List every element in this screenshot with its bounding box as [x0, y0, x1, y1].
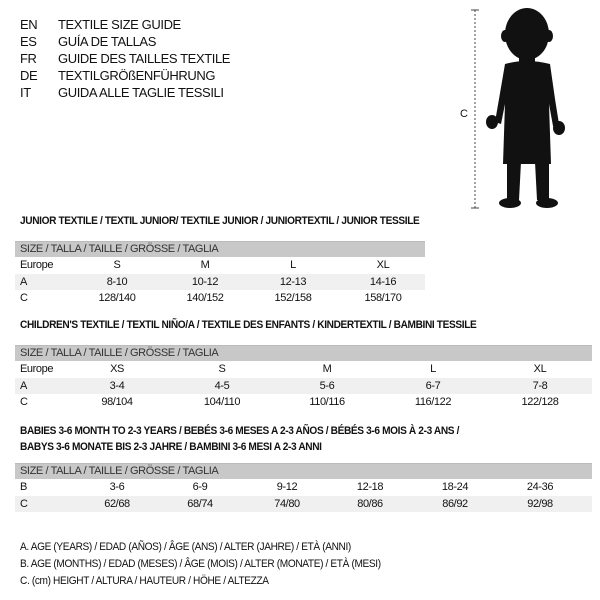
row-label: A	[20, 275, 27, 288]
child-silhouette-icon	[471, 8, 565, 209]
row-label: Europe	[20, 259, 54, 271]
table-cell: 24-36	[526, 481, 554, 493]
table-cell: 80/86	[357, 497, 383, 510]
child-figure: C	[455, 4, 600, 212]
table-cell: 152/158	[274, 292, 312, 304]
row-label: B	[20, 481, 27, 493]
table-cell: 5-6	[319, 379, 335, 392]
lang-row: IT GUIDA ALLE TAGLIE TESSILI	[20, 84, 230, 101]
table-cell: 6-9	[192, 481, 208, 493]
table-cell: 3-4	[109, 379, 125, 392]
table-header: SIZE / TALLA / TAILLE / GRÖSSE / TAGLIA	[15, 345, 592, 361]
lang-code: EN	[20, 17, 38, 32]
row-label: C	[20, 396, 28, 408]
table-cell: 6-7	[425, 379, 441, 392]
babies-size-table: SIZE / TALLA / TAILLE / GRÖSSE / TAGLIA …	[15, 463, 592, 512]
row-label: C	[20, 292, 28, 304]
table-cell: 110/116	[309, 396, 345, 408]
table-cell: L	[290, 259, 296, 271]
lang-title: GUIDA ALLE TAGLIE TESSILI	[58, 85, 224, 100]
table-row: Europe XS S M L XL	[15, 361, 592, 378]
table-row: C 98/104 104/110 110/116 116/122 122/128	[15, 394, 592, 411]
table-cell: 98/104	[101, 396, 133, 408]
lang-code: DE	[20, 68, 38, 83]
lang-code: IT	[20, 85, 31, 100]
children-table-title: CHILDREN'S TEXTILE / TEXTIL NIÑO/A / TEX…	[20, 319, 477, 331]
lang-code: ES	[20, 34, 37, 49]
table-cell: 104/110	[203, 396, 241, 408]
table-cell: 8-10	[106, 275, 128, 288]
table-cell: 10-12	[191, 275, 219, 288]
table-cell: 92/98	[527, 497, 553, 510]
legend-item-c: C. (cm) HEIGHT / ALTURA / HAUTEUR / HÖHE…	[20, 575, 269, 587]
lang-code: FR	[20, 51, 37, 66]
table-cell: S	[218, 363, 226, 375]
language-titles: EN TEXTILE SIZE GUIDE ES GUÍA DE TALLAS FR…	[20, 16, 230, 101]
babies-table-title-line2: BABYS 3-6 MONATE BIS 2-3 JAHRE / BAMBINI…	[20, 441, 322, 453]
table-header: SIZE / TALLA / TAILLE / GRÖSSE / TAGLIA	[15, 463, 592, 479]
row-label: A	[20, 379, 27, 392]
children-size-table: SIZE / TALLA / TAILLE / GRÖSSE / TAGLIA …	[15, 345, 592, 411]
table-cell: XL	[376, 259, 390, 271]
table-cell: 116/122	[414, 396, 452, 408]
table-cell: 86/92	[442, 497, 468, 510]
table-cell: 9-12	[276, 481, 298, 493]
table-row: Europe S M L XL	[15, 257, 425, 274]
row-label: Europe	[20, 363, 54, 375]
junior-table-title: JUNIOR TEXTILE / TEXTIL JUNIOR/ TEXTILE …	[20, 215, 420, 227]
table-cell: 18-24	[441, 481, 469, 493]
legend-item-b: B. AGE (MONTHS) / EDAD (MESES) / ÂGE (MO…	[20, 558, 381, 570]
table-cell: 4-5	[214, 379, 230, 392]
lang-title: GUIDE DES TAILLES TEXTILE	[58, 51, 231, 66]
table-row: C 128/140 140/152 152/158 158/170	[15, 290, 425, 307]
table-cell: 140/152	[186, 292, 224, 304]
lang-title: GUÍA DE TALLAS	[58, 34, 156, 49]
lang-row: DE TEXTILGRÖßENFÜHRUNG	[20, 67, 230, 84]
lang-row: FR GUIDE DES TAILLES TEXTILE	[20, 50, 230, 67]
table-cell: 3-6	[109, 481, 125, 493]
table-row: B 3-6 6-9 9-12 12-18 18-24 24-36	[15, 479, 592, 496]
table-cell: 122/128	[521, 396, 559, 408]
table-cell: 62/68	[104, 497, 130, 510]
table-cell: 128/140	[98, 292, 136, 304]
table-cell: S	[113, 259, 121, 271]
row-label: C	[20, 497, 28, 510]
babies-table-title: BABIES 3-6 MONTH TO 2-3 YEARS / BEBÉS 3-…	[20, 425, 460, 437]
table-cell: 12-18	[356, 481, 384, 493]
lang-row: ES GUÍA DE TALLAS	[20, 33, 230, 50]
table-cell: M	[322, 363, 332, 375]
lang-title: TEXTILE SIZE GUIDE	[58, 17, 181, 32]
table-cell: 158/170	[364, 292, 402, 304]
table-header: SIZE / TALLA / TAILLE / GRÖSSE / TAGLIA	[15, 241, 425, 257]
table-cell: XS	[110, 363, 124, 375]
legend: A. AGE (YEARS) / EDAD (AÑOS) / ÂGE (ANS)…	[20, 539, 381, 590]
table-cell: 14-16	[369, 275, 397, 288]
junior-size-table: SIZE / TALLA / TAILLE / GRÖSSE / TAGLIA …	[15, 241, 425, 307]
table-row: C 62/68 68/74 74/80 80/86 86/92 92/98	[15, 495, 592, 512]
height-measure-label: C	[460, 108, 468, 120]
table-cell: 12-13	[279, 275, 307, 288]
table-row: A 8-10 10-12 12-13 14-16	[15, 273, 425, 290]
table-cell: 7-8	[532, 379, 548, 392]
table-cell: L	[430, 363, 436, 375]
table-cell: 74/80	[274, 497, 300, 510]
lang-row: EN TEXTILE SIZE GUIDE	[20, 16, 230, 33]
table-cell: XL	[533, 363, 547, 375]
legend-item-a: A. AGE (YEARS) / EDAD (AÑOS) / ÂGE (ANS)…	[20, 541, 351, 553]
lang-title: TEXTILGRÖßENFÜHRUNG	[58, 68, 216, 83]
table-row: A 3-4 4-5 5-6 6-7 7-8	[15, 377, 592, 394]
table-cell: M	[200, 259, 210, 271]
table-cell: 68/74	[187, 497, 213, 510]
